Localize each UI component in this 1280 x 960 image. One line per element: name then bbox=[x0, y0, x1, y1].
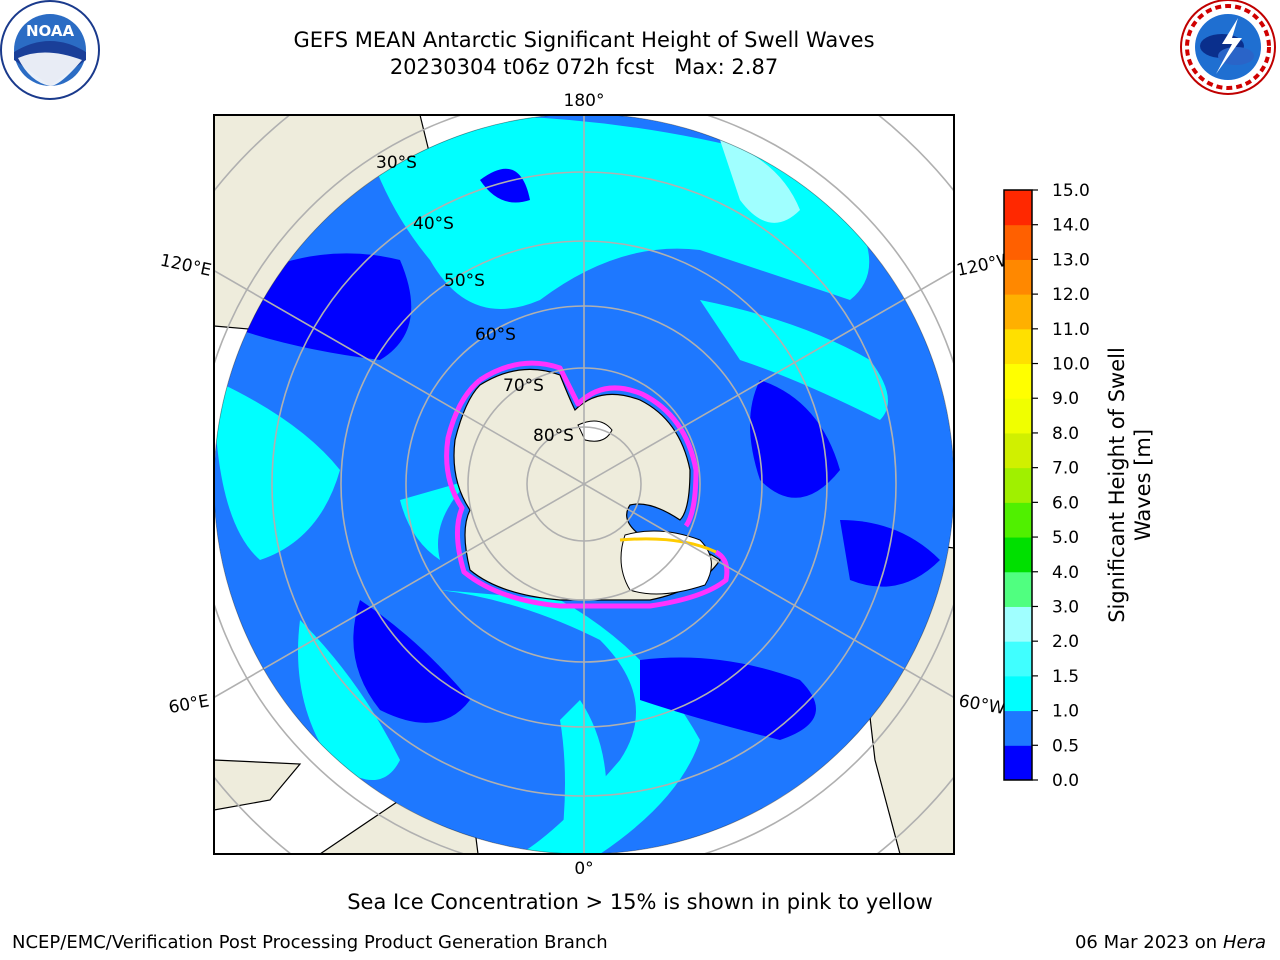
colorbar-tick-label: 11.0 bbox=[1052, 320, 1090, 340]
colorbar-segment bbox=[1004, 606, 1032, 642]
colorbar-segment bbox=[1004, 745, 1032, 781]
colorbar: 0.0 0.5 1.0 1.5 2.0 3.0 4.0 5.0 6.0 7.0 8.0 9.0 10.0… bbox=[1003, 181, 1090, 791]
colorbar-frame bbox=[1003, 189, 1033, 781]
colorbar-label-line2: Waves [m] bbox=[1131, 429, 1155, 541]
colorbar-tick-label: 4.0 bbox=[1052, 563, 1079, 583]
colorbar-tick-label: 2.0 bbox=[1052, 632, 1079, 652]
max-value-text: Max: 2.87 bbox=[674, 55, 779, 79]
parallel-label-50s: 50°S bbox=[444, 271, 485, 291]
map-subtitle: 20230304 t06z 072h fcst Max: 2.87 bbox=[234, 54, 934, 81]
colorbar-segment bbox=[1004, 537, 1032, 573]
colorbar-segment bbox=[1004, 294, 1032, 330]
antarctica-land bbox=[444, 360, 730, 609]
colorbar-tick-label: 0.5 bbox=[1052, 736, 1079, 756]
colorbar-segment bbox=[1004, 467, 1032, 503]
colorbar-tick-label: 14.0 bbox=[1052, 216, 1090, 236]
colorbar-tick-label: 12.0 bbox=[1052, 285, 1090, 305]
meridian-label-60w: 60°W bbox=[957, 691, 1007, 719]
noaa-logo: NOAA bbox=[0, 0, 100, 100]
colorbar-tick-label: 1.5 bbox=[1052, 667, 1079, 687]
parallel-label-30s: 30°S bbox=[376, 153, 417, 173]
colorbar-segment bbox=[1004, 571, 1032, 607]
parallel-label-70s: 70°S bbox=[503, 376, 544, 396]
colorbar-tick-label: 1.0 bbox=[1052, 702, 1079, 722]
colorbar-segment bbox=[1004, 502, 1032, 538]
colorbar-segment bbox=[1004, 641, 1032, 677]
colorbar-segment bbox=[1004, 432, 1032, 469]
colorbar-segment bbox=[1004, 328, 1032, 365]
meridian-label-180: 180° bbox=[564, 91, 605, 111]
colorbar-tick-label: 9.0 bbox=[1052, 389, 1079, 409]
colorbar-tick-label: 13.0 bbox=[1052, 250, 1090, 270]
graticule bbox=[214, 115, 954, 854]
meridian-label-0: 0° bbox=[574, 859, 593, 879]
colorbar-tick-label: 5.0 bbox=[1052, 528, 1079, 548]
colorbar-tick-label: 3.0 bbox=[1052, 597, 1079, 617]
sea-ice-caption: Sea Ice Concentration > 15% is shown in … bbox=[347, 890, 933, 914]
colorbar-segment bbox=[1004, 224, 1032, 260]
footer-credit: NCEP/EMC/Verification Post Processing Pr… bbox=[12, 932, 608, 953]
map-title: GEFS MEAN Antarctic Significant Height o… bbox=[293, 28, 875, 52]
colorbar-tick-label: 0.0 bbox=[1052, 771, 1079, 791]
footer-host: Hera bbox=[1222, 932, 1266, 953]
colorbar-segment bbox=[1004, 363, 1032, 399]
meridian-label-120e: 120°E bbox=[158, 251, 213, 281]
nws-logo bbox=[1180, 0, 1276, 95]
footer-date-text: 06 Mar 2023 on bbox=[1074, 932, 1218, 953]
colorbar-tick-label: 7.0 bbox=[1052, 459, 1079, 479]
run-date-text: 20230304 t06z 072h fcst bbox=[389, 55, 655, 79]
map-area bbox=[214, 115, 954, 854]
svg-text:NOAA: NOAA bbox=[26, 22, 75, 40]
colorbar-label-line1: Significant Height of Swell bbox=[1105, 347, 1129, 623]
colorbar-segment bbox=[1004, 398, 1032, 434]
colorbar-segment bbox=[1004, 190, 1032, 226]
colorbar-tick-label: 8.0 bbox=[1052, 424, 1079, 444]
parallel-label-60s: 60°S bbox=[475, 325, 516, 345]
parallel-label-80s: 80°S bbox=[533, 426, 574, 446]
colorbar-tick-label: 6.0 bbox=[1052, 493, 1079, 513]
parallel-label-40s: 40°S bbox=[413, 214, 454, 234]
colorbar-segment bbox=[1004, 710, 1032, 746]
colorbar-tick-label: 15.0 bbox=[1052, 181, 1090, 201]
footer-date: 06 Mar 2023 on Hera bbox=[1075, 932, 1266, 953]
colorbar-tick-label: 10.0 bbox=[1052, 355, 1090, 375]
colorbar-segment bbox=[1004, 675, 1032, 712]
map-frame bbox=[213, 114, 955, 855]
colorbar-segment bbox=[1004, 259, 1032, 295]
meridian-label-60e: 60°E bbox=[167, 691, 211, 718]
